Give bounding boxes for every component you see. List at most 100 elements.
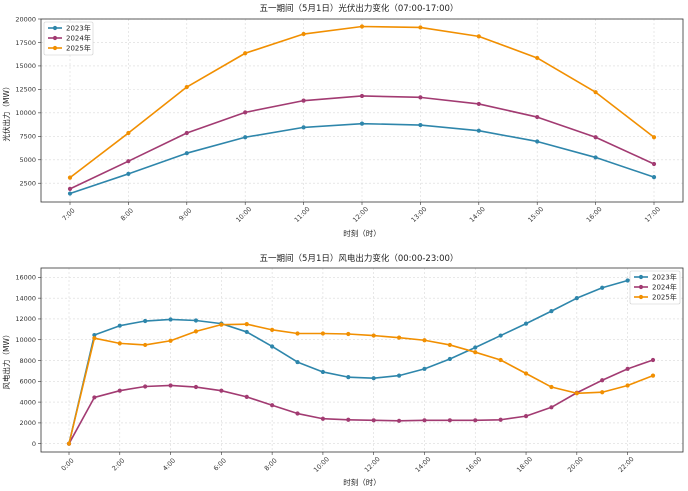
wind-series-1-point bbox=[422, 418, 427, 423]
solar-ytick-label: 12500 bbox=[15, 86, 36, 94]
solar-chart-series bbox=[67, 24, 657, 196]
wind-series-1-point bbox=[143, 384, 148, 389]
wind-series-2-point bbox=[473, 350, 478, 355]
wind-series-1-point bbox=[523, 414, 529, 419]
wind-series-2-point bbox=[193, 329, 199, 334]
solar-series-2-point bbox=[359, 24, 365, 29]
wind-series-2-point bbox=[320, 331, 326, 336]
solar-series-2-point bbox=[301, 31, 306, 37]
wind-xtick-label: 14:00 bbox=[414, 455, 433, 474]
wind-ytick-label: 2000 bbox=[19, 419, 36, 427]
solar-series-0-point bbox=[243, 135, 248, 140]
solar-legend-marker-0 bbox=[52, 25, 58, 31]
solar-xtick-label: 10:00 bbox=[234, 205, 253, 224]
solar-series-1-point bbox=[243, 110, 248, 115]
solar-xtick-label: 12:00 bbox=[351, 205, 370, 224]
wind-chart-x-ticks: 0:00 2:00 4:00 6:00 8:00 10:00 12:00 14:00 16:00… bbox=[60, 452, 636, 474]
wind-xtick-label: 16:00 bbox=[464, 455, 483, 474]
wind-chart-xlabel: 时刻（时） bbox=[343, 477, 381, 487]
wind-xtick-label: 10:00 bbox=[312, 455, 331, 474]
wind-series-2-point bbox=[346, 331, 351, 337]
solar-series-1-point bbox=[359, 93, 365, 99]
wind-series-2-point bbox=[498, 357, 503, 363]
solar-series-1-point bbox=[184, 130, 189, 136]
wind-series-0-point bbox=[600, 285, 605, 290]
solar-xtick-label: 7:00 bbox=[61, 207, 77, 223]
wind-xtick-label: 8:00 bbox=[263, 457, 279, 473]
wind-series-0-line bbox=[68, 274, 654, 444]
solar-xtick-label: 15:00 bbox=[526, 205, 545, 224]
wind-legend-label-0: 2023年 bbox=[652, 273, 677, 282]
solar-ytick-label: 15000 bbox=[15, 62, 36, 70]
wind-series-2-point bbox=[625, 383, 630, 388]
solar-chart-grid bbox=[41, 18, 683, 202]
solar-series-0-point bbox=[301, 125, 306, 130]
solar-series-0-point bbox=[67, 191, 73, 196]
wind-chart-title: 五一期间（5月1日）风电出力变化（00:00-23:00） bbox=[260, 253, 459, 264]
solar-xtick-label: 9:00 bbox=[177, 207, 193, 223]
solar-series-2-point bbox=[243, 51, 248, 56]
wind-series-1-point bbox=[371, 418, 376, 423]
wind-series-1-point bbox=[396, 418, 402, 423]
wind-series-0-point bbox=[295, 359, 300, 365]
wind-series-0-point bbox=[244, 329, 249, 335]
wind-series-1-point bbox=[625, 366, 630, 371]
wind-series-2-point bbox=[523, 371, 529, 376]
wind-xtick-label: 4:00 bbox=[161, 457, 177, 473]
wind-series-1-point bbox=[473, 418, 478, 423]
wind-chart-y-ticks: 0 2000 4000 6000 8000 10000 12000 14000 16000 bbox=[15, 274, 41, 448]
wind-series-2-point bbox=[168, 338, 173, 343]
solar-ytick-label: 2500 bbox=[19, 180, 36, 188]
wind-xtick-label: 22:00 bbox=[617, 455, 636, 474]
wind-series-1-point bbox=[346, 417, 351, 422]
solar-chart-x-ticks: 7:00 8:00 9:00 10:00 11:00 12:00 13:00 14:00 15:… bbox=[61, 202, 662, 224]
wind-xtick-label: 18:00 bbox=[515, 455, 534, 474]
solar-chart: 五一期间（5月1日）光伏出力变化（07:00-17:00） 2500 5000 75… bbox=[1, 3, 684, 238]
solar-ytick-label: 5000 bbox=[19, 156, 36, 164]
wind-series-2-point bbox=[549, 384, 554, 390]
wind-legend-label-2: 2025年 bbox=[652, 293, 677, 302]
solar-ytick-label: 20000 bbox=[15, 15, 36, 23]
solar-xtick-label: 17:00 bbox=[643, 205, 662, 224]
wind-series-1-point bbox=[447, 418, 452, 423]
wind-series-0-point bbox=[396, 373, 402, 378]
solar-chart-title: 五一期间（5月1日）光伏出力变化（07:00-17:00） bbox=[260, 3, 459, 14]
solar-series-2-point bbox=[651, 135, 657, 140]
wind-series-2-point bbox=[270, 327, 275, 332]
wind-series-2-point bbox=[219, 322, 224, 327]
solar-legend-label-2: 2025年 bbox=[66, 44, 91, 53]
wind-series-0-point bbox=[346, 375, 351, 380]
solar-legend-label-0: 2023年 bbox=[66, 24, 91, 33]
wind-series-2-point bbox=[295, 331, 300, 336]
wind-ytick-label: 8000 bbox=[19, 357, 36, 365]
wind-legend-marker-1 bbox=[638, 284, 644, 290]
wind-series-2-point bbox=[447, 342, 452, 348]
wind-series-1-point bbox=[219, 388, 224, 393]
solar-xtick-label: 13:00 bbox=[410, 205, 429, 224]
wind-series-0-point bbox=[473, 345, 478, 350]
wind-series-2-point bbox=[143, 342, 148, 348]
solar-series-2-point bbox=[476, 34, 481, 39]
solar-series-0-point bbox=[651, 175, 657, 180]
wind-series-1-line bbox=[68, 359, 654, 445]
solar-series-1-point bbox=[535, 114, 540, 120]
wind-series-1-point bbox=[650, 357, 656, 363]
solar-series-0-point bbox=[359, 121, 365, 126]
solar-ytick-label: 17500 bbox=[15, 39, 36, 47]
wind-series-2-point bbox=[244, 322, 249, 327]
wind-series-2-point bbox=[396, 335, 402, 340]
solar-legend-label-1: 2024年 bbox=[66, 34, 91, 43]
solar-xtick-label: 16:00 bbox=[585, 205, 604, 224]
wind-chart-grid bbox=[41, 268, 683, 452]
solar-chart-y-ticks: 2500 5000 7500 10000 12500 15000 17500 20000 bbox=[15, 15, 41, 188]
wind-xtick-label: 0:00 bbox=[60, 457, 76, 473]
wind-series-2-point bbox=[92, 336, 97, 341]
wind-series-2-point bbox=[422, 338, 427, 343]
wind-series-0-point bbox=[625, 278, 630, 283]
wind-series-0-point bbox=[168, 317, 173, 322]
wind-ytick-label: 6000 bbox=[19, 378, 36, 386]
wind-series-0-point bbox=[523, 321, 529, 326]
solar-xtick-label: 8:00 bbox=[119, 207, 135, 223]
solar-series-2-point bbox=[593, 90, 598, 95]
